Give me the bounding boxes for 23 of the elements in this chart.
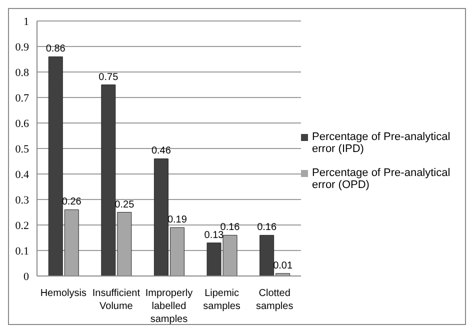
data-label: 0.13: [204, 230, 224, 241]
data-label: 0.86: [46, 44, 66, 55]
y-tick-label: 0: [24, 270, 30, 283]
y-tick-label: 0.1: [15, 245, 29, 258]
y-tick-label: 0.9: [15, 41, 30, 54]
data-label: 0.16: [257, 222, 277, 234]
x-tick-label: Hemolysis: [40, 288, 86, 299]
x-tick-label: Clotted samples: [256, 288, 294, 312]
y-tick-label: 0.7: [15, 92, 30, 104]
x-tick-label: Lipemic samples: [203, 288, 240, 312]
x-tick-label: Insufficient Volume: [92, 288, 140, 312]
y-tick-label: 0.4: [15, 168, 30, 181]
legend-label: Percentage of Pre-analytical error (IPD): [312, 130, 452, 154]
x-tick-label: Improperly labelled samples: [145, 288, 193, 325]
data-label: 0.46: [151, 146, 172, 157]
legend-label: Percentage of Pre-analytical error (OPD): [312, 166, 452, 190]
y-tick-label: 0.6: [15, 118, 30, 130]
y-tick-label: 1: [24, 16, 29, 28]
data-label: 0.75: [98, 72, 119, 83]
y-tick-label: 0.5: [15, 143, 30, 156]
y-tick-label: 0.2: [15, 220, 29, 232]
y-tick-label: 0.3: [15, 194, 30, 206]
y-tick-label: 0.8: [15, 66, 30, 79]
